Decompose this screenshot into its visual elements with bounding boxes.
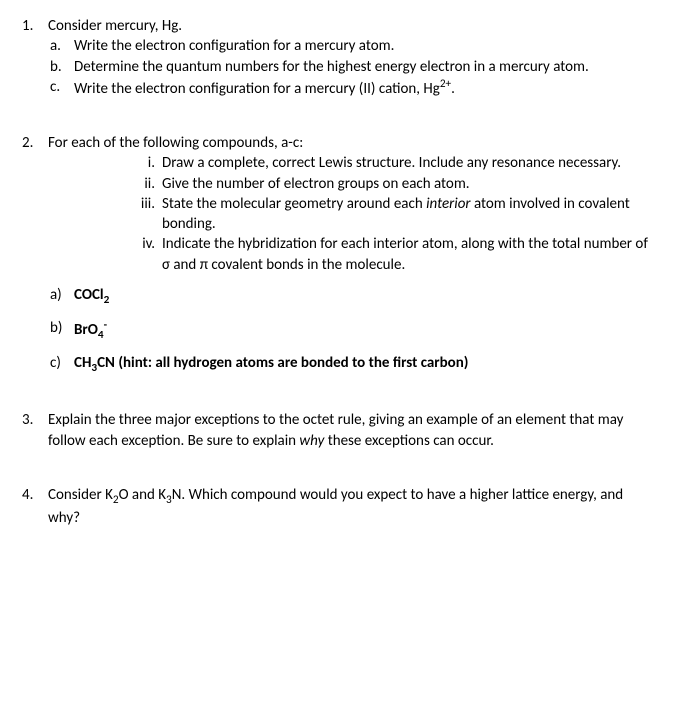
q2-a-pre: COCl xyxy=(74,286,104,304)
q2-a-label: a) xyxy=(50,285,74,308)
q1-a-label: a. xyxy=(50,36,74,56)
q2-iii-italic: interior xyxy=(426,195,470,213)
q3-row: 3. Explain the three major exceptions to… xyxy=(22,410,648,451)
q2-iii-text: State the molecular geometry around each… xyxy=(162,194,648,235)
q2-a-sub: 2 xyxy=(104,293,110,307)
q2-item-iv: iv. Indicate the hybridization for each … xyxy=(132,234,648,275)
q2-item-ii: ii. Give the number of electron groups o… xyxy=(132,174,648,194)
q2-b-formula: BrO4- xyxy=(74,318,107,343)
q2-iv-text: Indicate the hybridization for each inte… xyxy=(162,234,648,275)
q4-pre: Consider K xyxy=(48,486,113,504)
q2-c-post: CN (hint: all hydrogen atoms are bonded … xyxy=(97,354,468,372)
q2-intro-row: 2. For each of the following compounds, … xyxy=(22,133,648,153)
q2-c-formula: CH3CN (hint: all hydrogen atoms are bond… xyxy=(74,353,468,376)
q3-number: 3. xyxy=(22,410,48,451)
q1-number: 1. xyxy=(22,16,48,36)
q2-b-sup: - xyxy=(104,318,107,332)
q2-number: 2. xyxy=(22,133,48,153)
q2-item-iii: iii. State the molecular geometry around… xyxy=(132,194,648,235)
q4-row: 4. Consider K2O and K3N. Which compound … xyxy=(22,485,648,528)
q4-mid1: O and K xyxy=(119,486,166,504)
q2-iii-pre: State the molecular geometry around each xyxy=(162,195,426,213)
q2-item-i: i. Draw a complete, correct Lewis struct… xyxy=(132,153,648,173)
q2-c-label: c) xyxy=(50,353,74,376)
q4-text: Consider K2O and K3N. Which compound wou… xyxy=(48,485,648,528)
q1-c-post: . xyxy=(451,80,455,98)
q1-c-text: Write the electron configuration for a m… xyxy=(74,77,648,99)
q1-intro-row: 1. Consider mercury, Hg. xyxy=(22,16,648,36)
q2-c-pre: CH xyxy=(74,354,91,372)
question-3: 3. Explain the three major exceptions to… xyxy=(22,410,648,451)
q2-iii-label: iii. xyxy=(132,194,162,235)
q3-text: Explain the three major exceptions to th… xyxy=(48,410,648,451)
q2-compound-b: b) BrO4- xyxy=(50,318,648,343)
q1-b-text: Determine the quantum numbers for the hi… xyxy=(74,57,648,77)
q1-intro: Consider mercury, Hg. xyxy=(48,16,648,36)
question-2: 2. For each of the following compounds, … xyxy=(22,133,648,376)
q2-roman-list: i. Draw a complete, correct Lewis struct… xyxy=(132,153,648,275)
q2-compound-c: c) CH3CN (hint: all hydrogen atoms are b… xyxy=(50,353,648,376)
q3-post: these exceptions can occur. xyxy=(324,432,494,450)
q2-ii-text: Give the number of electron groups on ea… xyxy=(162,174,648,194)
q2-i-text: Draw a complete, correct Lewis structure… xyxy=(162,153,648,173)
q4-number: 4. xyxy=(22,485,48,528)
q2-b-pre: BrO xyxy=(74,321,98,339)
q2-ii-label: ii. xyxy=(132,174,162,194)
q1-c-label: c. xyxy=(50,77,74,99)
q1-part-a: a. Write the electron configuration for … xyxy=(50,36,648,56)
q1-part-c: c. Write the electron configuration for … xyxy=(50,77,648,99)
q2-a-formula: COCl2 xyxy=(74,285,109,308)
q2-i-label: i. xyxy=(132,153,162,173)
q1-a-text: Write the electron configuration for a m… xyxy=(74,36,648,56)
q1-c-pre: Write the electron configuration for a m… xyxy=(74,80,440,98)
q1-c-sup: 2+ xyxy=(440,77,451,91)
q1-b-label: b. xyxy=(50,57,74,77)
q2-intro: For each of the following compounds, a-c… xyxy=(48,133,648,153)
q1-part-b: b. Determine the quantum numbers for the… xyxy=(50,57,648,77)
question-1: 1. Consider mercury, Hg. a. Write the el… xyxy=(22,16,648,99)
question-4: 4. Consider K2O and K3N. Which compound … xyxy=(22,485,648,528)
q2-iv-label: iv. xyxy=(132,234,162,275)
q2-b-label: b) xyxy=(50,318,74,343)
q3-italic: why xyxy=(299,432,324,450)
q2-compound-a: a) COCl2 xyxy=(50,285,648,308)
